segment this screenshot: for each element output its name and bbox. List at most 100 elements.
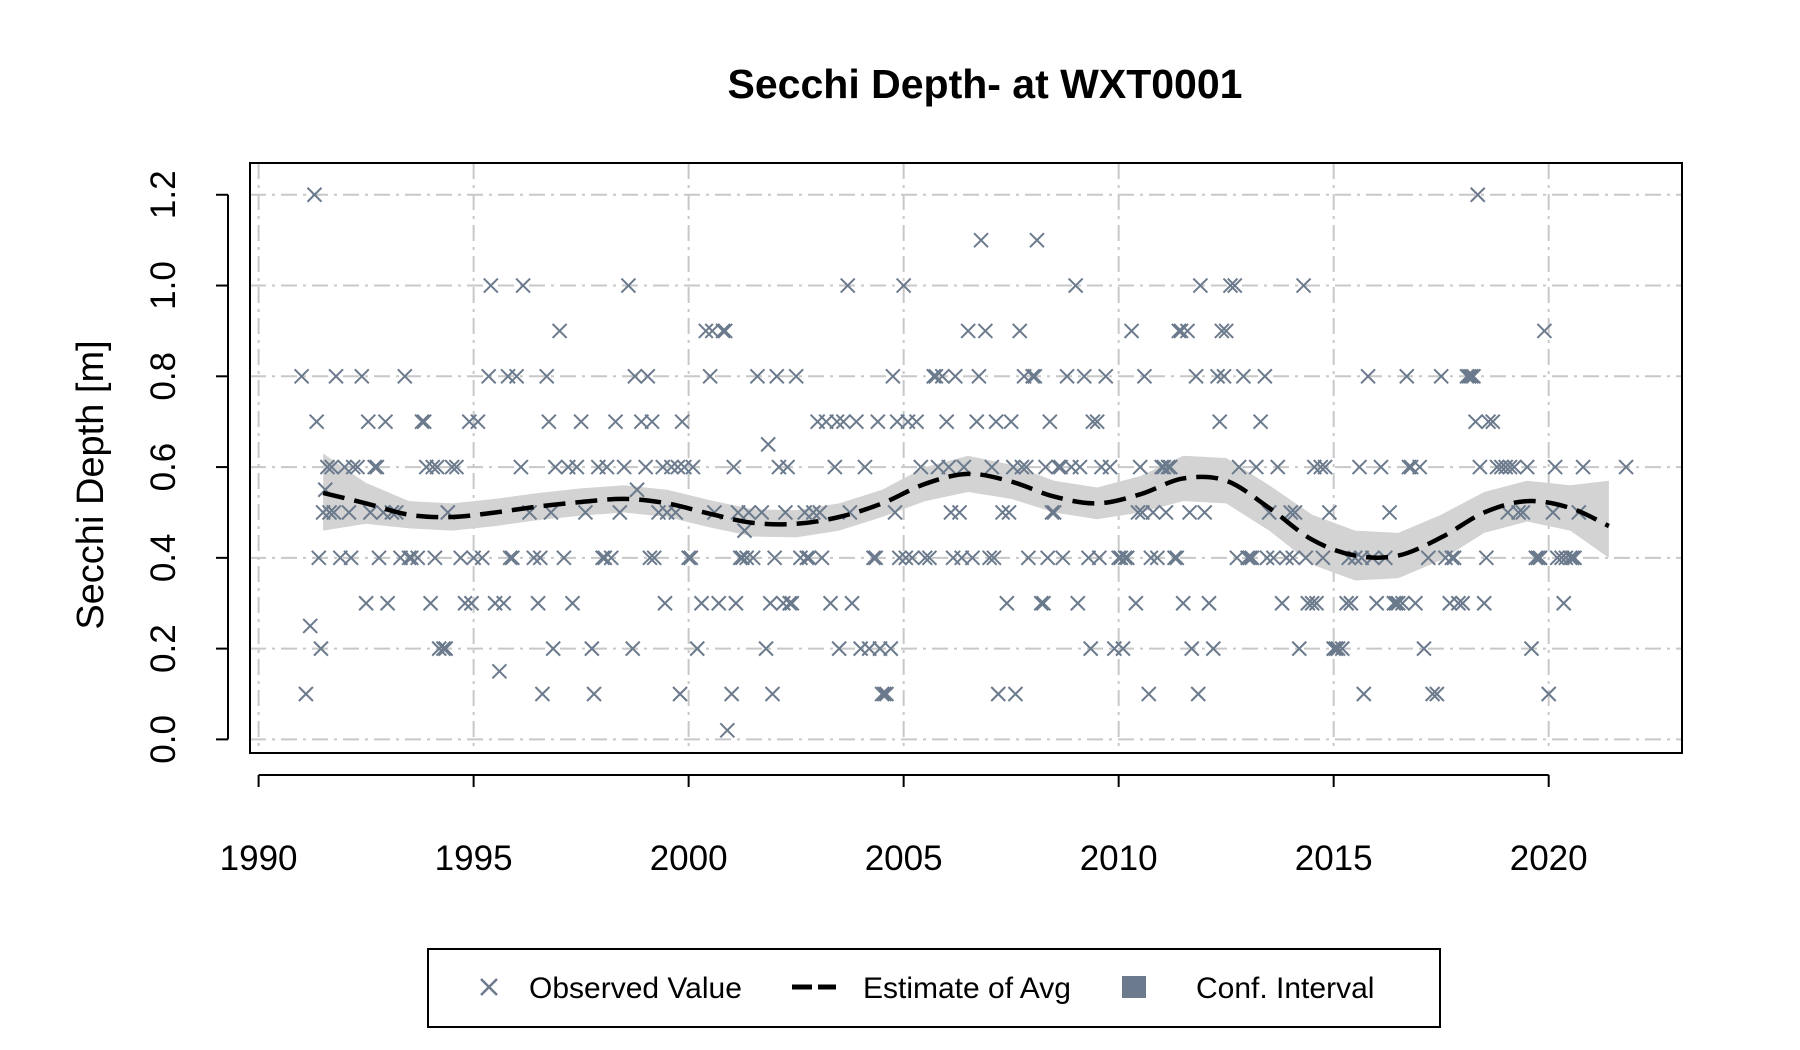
observed-point: [1416, 640, 1432, 657]
observed-point: [693, 595, 710, 611]
observed-point-stroke: [874, 686, 890, 702]
observed-point-stroke: [1239, 550, 1256, 566]
observed-point: [371, 550, 387, 566]
legend-conf-marker: [1122, 976, 1146, 998]
observed-point: [470, 413, 486, 430]
observed-point: [994, 504, 1011, 521]
observed-point-stroke: [1037, 459, 1054, 475]
observed-point-stroke: [1145, 504, 1161, 521]
observed-point: [1070, 595, 1086, 611]
observed-point-stroke: [1076, 368, 1092, 385]
observed-point-stroke: [1306, 459, 1323, 475]
observed-point-stroke: [1261, 504, 1277, 521]
observed-point: [496, 595, 512, 611]
observed-point-stroke: [784, 595, 800, 611]
observed-point: [1510, 504, 1527, 521]
observed-point-stroke: [698, 323, 714, 339]
y-tick-label: 0.2: [144, 624, 183, 673]
observed-point-stroke: [1265, 550, 1282, 566]
observed-point: [586, 686, 602, 702]
observed-point: [711, 595, 727, 611]
observed-point: [930, 459, 946, 475]
observed-point: [964, 550, 981, 566]
observed-point: [302, 618, 318, 634]
observed-point-stroke: [762, 595, 779, 611]
observed-point: [865, 550, 882, 566]
observed-point-stroke: [1248, 459, 1264, 475]
observed-point-stroke: [754, 504, 770, 521]
observed-point: [1343, 595, 1359, 611]
observed-point-stroke: [323, 459, 340, 475]
observed-point: [569, 459, 585, 475]
observed-point: [483, 277, 499, 294]
observed-point-stroke: [354, 368, 370, 385]
observed-point: [1470, 187, 1486, 203]
observed-point: [332, 550, 349, 566]
observed-point: [1044, 504, 1060, 521]
observed-point-stroke: [1123, 323, 1140, 339]
observed-point-stroke: [1007, 686, 1024, 702]
observed-point: [887, 504, 903, 521]
observed-point: [1192, 277, 1209, 294]
observed-point: [358, 595, 374, 611]
observed-point: [670, 459, 686, 475]
observed-point-stroke: [988, 413, 1004, 430]
observed-point: [1390, 595, 1406, 611]
observed-point-stroke: [1356, 686, 1372, 702]
observed-point: [603, 550, 619, 566]
observed-point-stroke: [1467, 413, 1484, 430]
observed-point-stroke: [1205, 640, 1221, 657]
observed-point-stroke: [685, 459, 701, 475]
observed-point-stroke: [1547, 459, 1563, 475]
y-tick-label: 1.0: [144, 261, 183, 310]
observed-point: [539, 368, 555, 385]
observed-point-stroke: [1278, 550, 1295, 566]
observed-point-stroke: [1083, 640, 1099, 657]
observed-point: [429, 459, 445, 475]
observed-point-stroke: [848, 413, 865, 430]
observed-point-stroke: [706, 504, 723, 521]
observed-point: [1515, 504, 1531, 521]
observed-point-stroke: [1029, 232, 1045, 248]
observed-point: [986, 550, 1002, 566]
observed-point: [779, 459, 796, 475]
observed-point: [938, 413, 955, 430]
observed-point-stroke: [1476, 595, 1492, 611]
observed-point-stroke: [1244, 550, 1260, 566]
estimate-line-layer: [322, 471, 1610, 560]
observed-point: [921, 550, 938, 566]
observed-point-stroke: [844, 595, 860, 611]
observed-point: [584, 640, 600, 657]
y-tick-label: 0.0: [144, 715, 183, 764]
observed-point-stroke: [758, 640, 774, 657]
observed-point-stroke: [822, 595, 839, 611]
observed-point-stroke: [1162, 459, 1178, 475]
observed-point: [1166, 550, 1183, 566]
observed-point-stroke: [1321, 504, 1338, 521]
observed-point: [1478, 550, 1495, 566]
observed-point-stroke: [1424, 686, 1441, 702]
observed-point-stroke: [663, 459, 680, 475]
y-axis-label: Secchi Depth [m]: [70, 340, 112, 629]
observed-point: [1564, 550, 1581, 566]
observed-point: [1519, 459, 1535, 475]
observed-point: [764, 686, 781, 702]
observed-point-stroke: [814, 550, 830, 566]
observed-point: [1173, 323, 1189, 339]
confidence-band-layer: [323, 453, 1609, 581]
observed-point-stroke: [491, 663, 508, 680]
observed-point: [1085, 413, 1101, 430]
observed-point-stroke: [620, 277, 637, 294]
observed-point-stroke: [440, 504, 456, 521]
observed-point: [416, 413, 432, 430]
observed-point-stroke: [547, 459, 564, 475]
observed-point-stroke: [483, 277, 499, 294]
observed-point-stroke: [313, 640, 329, 657]
observed-point: [953, 550, 970, 566]
observed-point: [311, 550, 327, 566]
observed-point-stroke: [343, 550, 359, 566]
observed-point: [1020, 550, 1037, 566]
observed-point: [1523, 640, 1540, 657]
observed-point: [891, 550, 908, 566]
observed-point-stroke: [1575, 459, 1591, 475]
